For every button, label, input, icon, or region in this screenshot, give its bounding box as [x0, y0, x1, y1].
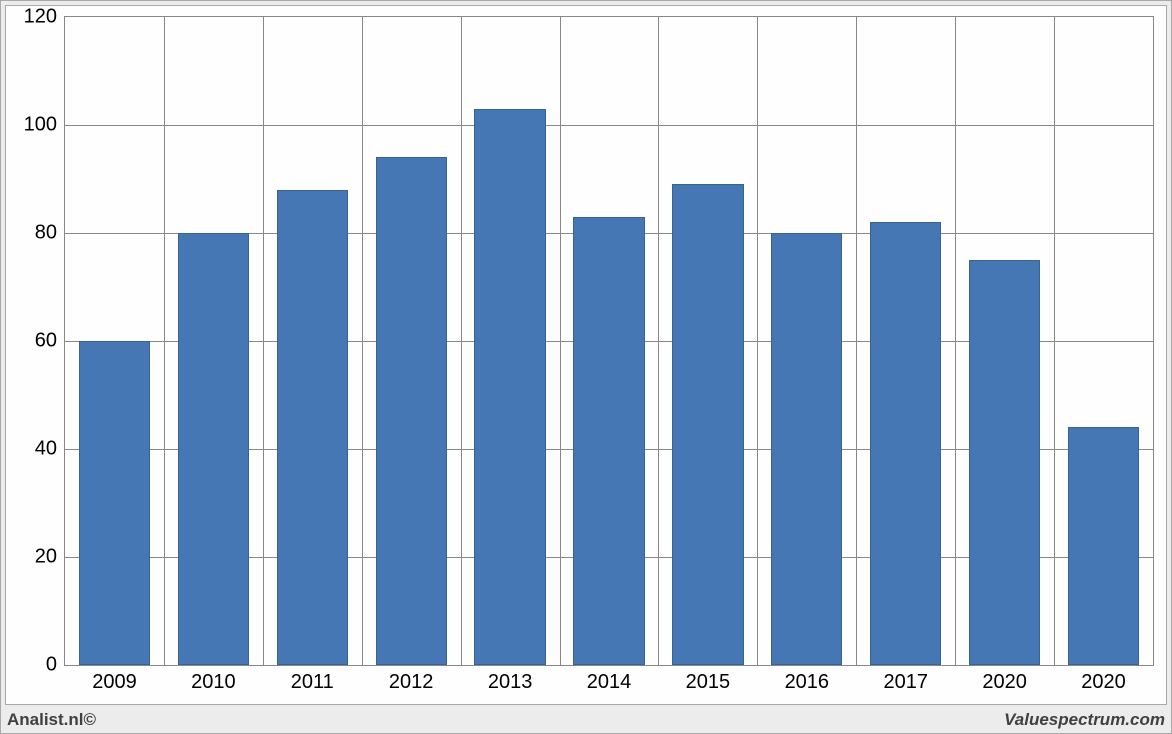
- y-axis-label: 40: [35, 438, 65, 461]
- gridline-vertical: [362, 17, 363, 665]
- gridline-vertical: [658, 17, 659, 665]
- bar: [79, 341, 150, 665]
- gridline-vertical: [856, 17, 857, 665]
- x-axis-label: 2012: [389, 665, 434, 694]
- bar: [672, 184, 743, 665]
- gridline-horizontal: [65, 125, 1153, 126]
- gridline-vertical: [1054, 17, 1055, 665]
- bar: [969, 260, 1040, 665]
- x-axis-label: 2013: [488, 665, 533, 694]
- y-axis-label: 60: [35, 330, 65, 353]
- bar: [277, 190, 348, 665]
- x-axis-label: 2017: [883, 665, 928, 694]
- gridline-vertical: [757, 17, 758, 665]
- plot-area: 0204060801001202009201020112012201320142…: [64, 16, 1154, 666]
- gridline-vertical: [560, 17, 561, 665]
- x-axis-label: 2020: [1081, 665, 1126, 694]
- bar: [870, 222, 941, 665]
- bar: [573, 217, 644, 665]
- x-axis-label: 2011: [291, 665, 334, 694]
- bar: [1068, 427, 1139, 665]
- x-axis-label: 2020: [982, 665, 1027, 694]
- bar: [771, 233, 842, 665]
- y-axis-label: 0: [46, 654, 65, 677]
- y-axis-label: 120: [24, 6, 65, 29]
- bar: [474, 109, 545, 665]
- bar: [376, 157, 447, 665]
- chart-frame: 0 20 40 60 80 100 120 2009 2010 2011 2012 2013 2014 2…: [0, 0, 1172, 734]
- bar: [178, 233, 249, 665]
- x-axis-label: 2014: [587, 665, 632, 694]
- x-axis-label: 2010: [191, 665, 236, 694]
- x-axis-label: 2015: [686, 665, 731, 694]
- y-axis-label: 80: [35, 222, 65, 245]
- chart-panel: 0 20 40 60 80 100 120 2009 2010 2011 2012 2013 2014 2…: [5, 5, 1167, 705]
- gridline-vertical: [164, 17, 165, 665]
- footer-left-credit: Analist.nl©: [7, 710, 96, 730]
- gridline-vertical: [955, 17, 956, 665]
- footer-right-credit: Valuespectrum.com: [1004, 710, 1165, 730]
- gridline-vertical: [461, 17, 462, 665]
- x-axis-label: 2009: [92, 665, 137, 694]
- gridline-vertical: [263, 17, 264, 665]
- y-axis-label: 100: [24, 114, 65, 137]
- x-axis-label: 2016: [785, 665, 830, 694]
- y-axis-label: 20: [35, 546, 65, 569]
